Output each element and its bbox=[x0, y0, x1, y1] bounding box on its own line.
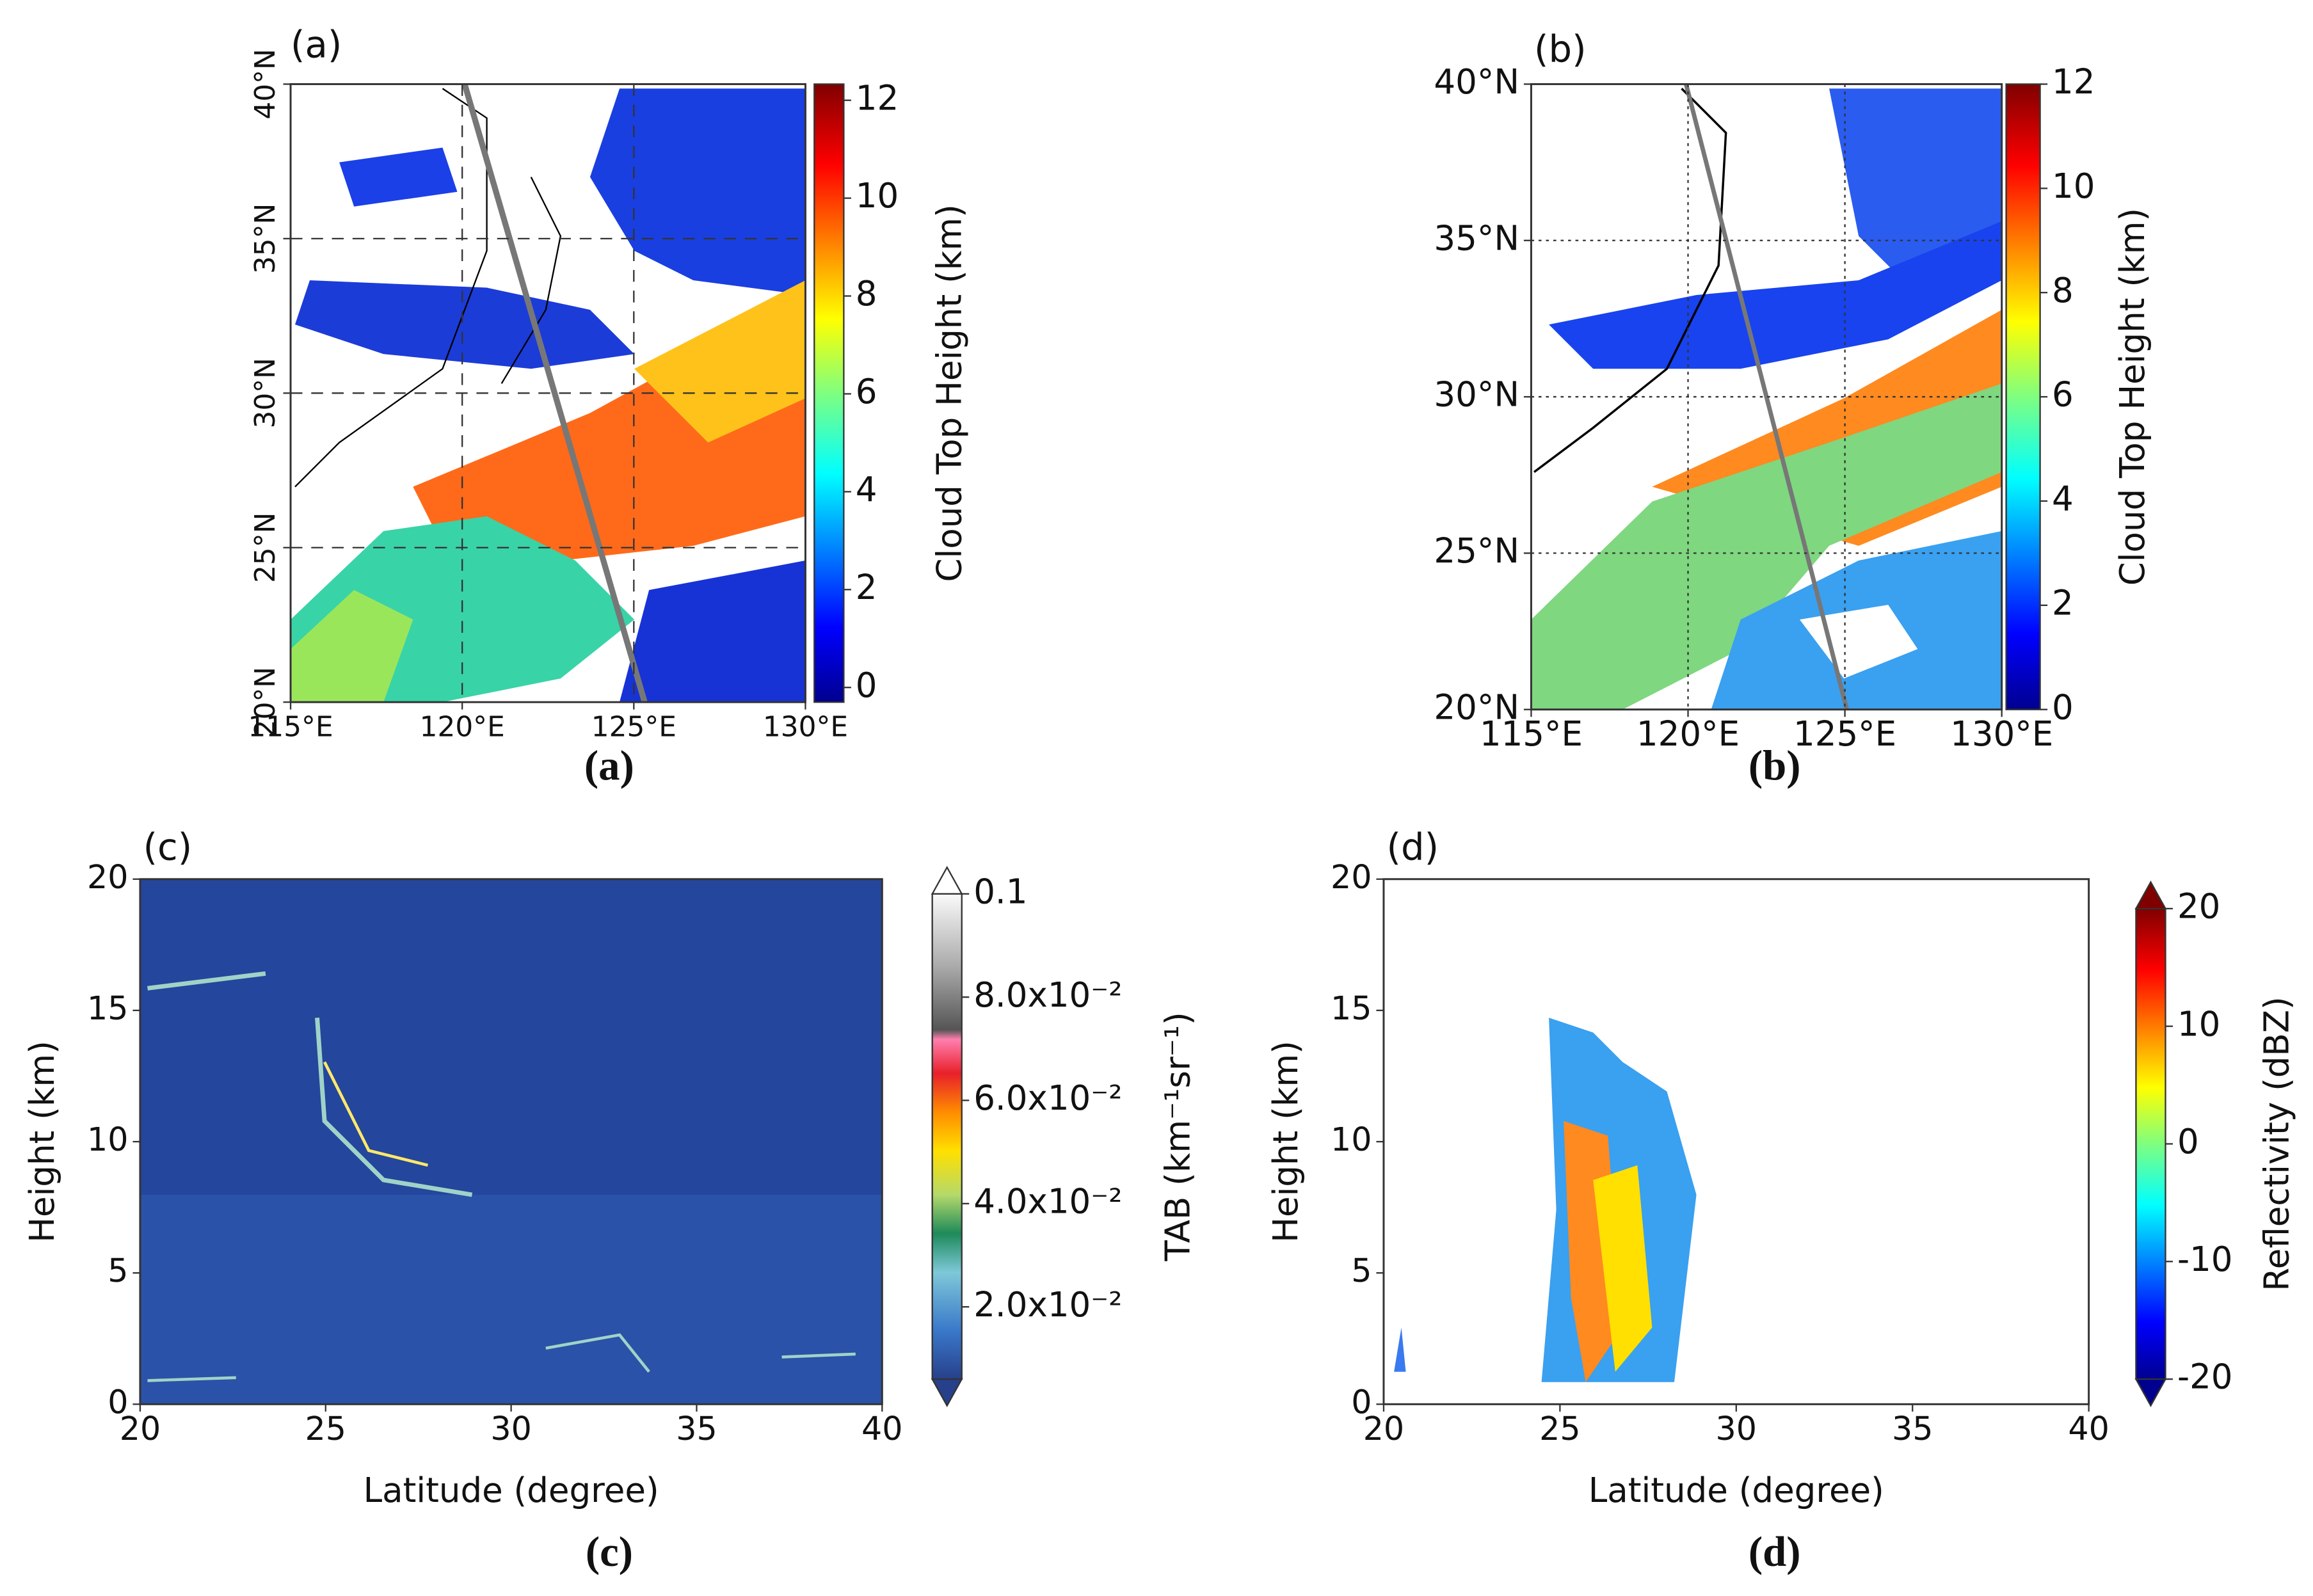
radar-imagery bbox=[1394, 1017, 1697, 1382]
x-tick-label: 20 bbox=[1363, 1410, 1405, 1448]
y-axis-label: Height (km) bbox=[1266, 1041, 1306, 1243]
panel-label: (b) bbox=[1534, 28, 1587, 70]
plot-frame bbox=[1382, 878, 2090, 1405]
y-tick-label: 5 bbox=[1351, 1252, 1372, 1289]
panel-label: (c) bbox=[143, 826, 193, 868]
x-tick-label: 115°E bbox=[1480, 714, 1583, 754]
panel-caption: (a) bbox=[584, 742, 634, 790]
colorbar-tick-label: 8.0x10⁻² bbox=[973, 975, 1122, 1015]
panel-caption: (d) bbox=[1749, 1528, 1801, 1576]
y-tick-label: 20 bbox=[1331, 858, 1372, 896]
x-tick-label: 20 bbox=[120, 1410, 161, 1448]
map-b-imagery bbox=[1531, 84, 2002, 710]
x-tick-label: 115°E bbox=[248, 711, 333, 744]
colorbar-tick-label: 0 bbox=[856, 666, 877, 705]
colorbar-label: Cloud Top Height (km) bbox=[929, 204, 969, 582]
colorbar-tick-label: 8 bbox=[856, 274, 877, 314]
y-tick-label: 30°N bbox=[249, 358, 282, 428]
y-tick-label: 35°N bbox=[249, 203, 282, 274]
y-tick-label: 20 bbox=[87, 858, 129, 896]
x-axis-label: Latitude (degree) bbox=[364, 1471, 659, 1510]
y-tick-label: 35°N bbox=[1434, 218, 1519, 258]
y-tick-label: 30°N bbox=[1434, 375, 1519, 415]
colorbar-extend bbox=[2134, 1378, 2167, 1407]
colorbar-tick-label: 12 bbox=[856, 78, 899, 118]
colorbar bbox=[2135, 907, 2166, 1380]
colorbar-tick-label: 8 bbox=[2052, 271, 2074, 310]
colorbar-tick-label: 0.1 bbox=[973, 872, 1027, 911]
y-tick-label: 20°N bbox=[249, 667, 282, 737]
colorbar bbox=[813, 83, 845, 703]
panel-label: (a) bbox=[291, 23, 342, 66]
y-tick-label: 25°N bbox=[249, 513, 282, 583]
colorbar-tick-label: 20 bbox=[2177, 887, 2220, 927]
panel-caption: (b) bbox=[1749, 742, 1801, 790]
x-tick-label: 40 bbox=[2068, 1410, 2109, 1448]
x-tick-label: 130°E bbox=[1950, 714, 2053, 754]
y-tick-label: 10 bbox=[87, 1121, 129, 1158]
y-tick-label: 40°N bbox=[1434, 62, 1519, 102]
colorbar-tick-label: 0 bbox=[2052, 687, 2074, 727]
x-tick-label: 25 bbox=[305, 1410, 347, 1448]
panel-label: (d) bbox=[1387, 826, 1439, 868]
x-tick-label: 125°E bbox=[1793, 714, 1896, 754]
colorbar-label: TAB (km⁻¹sr⁻¹) bbox=[1158, 1012, 1198, 1261]
colorbar-tick-label: -10 bbox=[2177, 1240, 2233, 1279]
y-tick-label: 25°N bbox=[1434, 531, 1519, 571]
x-tick-label: 35 bbox=[1892, 1410, 1933, 1448]
x-tick-label: 30 bbox=[490, 1410, 532, 1448]
colorbar-tick-label: 4 bbox=[856, 470, 877, 509]
colorbar-extend bbox=[931, 1378, 963, 1407]
y-axis-label: Height (km) bbox=[22, 1041, 62, 1243]
colorbar-tick-label: 6.0x10⁻² bbox=[973, 1078, 1122, 1118]
x-tick-label: 40 bbox=[861, 1410, 903, 1448]
colorbar-label: Reflectivity (dBZ) bbox=[2257, 996, 2297, 1291]
x-tick-label: 35 bbox=[676, 1410, 717, 1448]
y-tick-label: 20°N bbox=[1434, 687, 1519, 727]
lidar-imagery bbox=[140, 879, 883, 1405]
colorbar-extend bbox=[2134, 881, 2167, 910]
x-tick-label: 130°E bbox=[763, 711, 848, 744]
x-tick-label: 25 bbox=[1539, 1410, 1581, 1448]
panel-caption: (c) bbox=[586, 1528, 633, 1576]
x-tick-label: 120°E bbox=[1637, 714, 1740, 754]
colorbar-tick-label: 4.0x10⁻² bbox=[973, 1181, 1122, 1221]
colorbar-tick-label: 6 bbox=[2052, 375, 2074, 415]
y-tick-label: 15 bbox=[1331, 989, 1372, 1027]
y-tick-label: 0 bbox=[1351, 1383, 1372, 1421]
colorbar-tick-label: 10 bbox=[2052, 166, 2095, 206]
colorbar-tick-label: 4 bbox=[2052, 479, 2074, 519]
colorbar bbox=[2005, 83, 2041, 710]
x-tick-label: 120°E bbox=[420, 711, 505, 744]
colorbar bbox=[931, 893, 963, 1380]
y-tick-label: 40°N bbox=[249, 49, 282, 119]
y-tick-label: 10 bbox=[1331, 1121, 1372, 1158]
colorbar-tick-label: 2 bbox=[2052, 583, 2074, 623]
colorbar-tick-label: 12 bbox=[2052, 62, 2095, 102]
y-tick-label: 5 bbox=[108, 1252, 128, 1289]
y-tick-label: 0 bbox=[108, 1383, 128, 1421]
colorbar-tick-label: 10 bbox=[2177, 1004, 2220, 1044]
colorbar-extend bbox=[931, 865, 963, 895]
colorbar-tick-label: -20 bbox=[2177, 1357, 2233, 1397]
x-tick-label: 30 bbox=[1716, 1410, 1757, 1448]
colorbar-tick-label: 2 bbox=[856, 568, 877, 607]
colorbar-tick-label: 10 bbox=[856, 176, 899, 216]
colorbar-label: Cloud Top Height (km) bbox=[2113, 208, 2152, 586]
map-a-imagery bbox=[291, 84, 806, 703]
colorbar-tick-label: 2.0x10⁻² bbox=[973, 1285, 1122, 1325]
y-tick-label: 15 bbox=[87, 989, 129, 1027]
colorbar-tick-label: 0 bbox=[2177, 1122, 2199, 1161]
x-axis-label: Latitude (degree) bbox=[1589, 1471, 1884, 1510]
colorbar-tick-label: 6 bbox=[856, 372, 877, 411]
x-tick-label: 125°E bbox=[591, 711, 676, 744]
